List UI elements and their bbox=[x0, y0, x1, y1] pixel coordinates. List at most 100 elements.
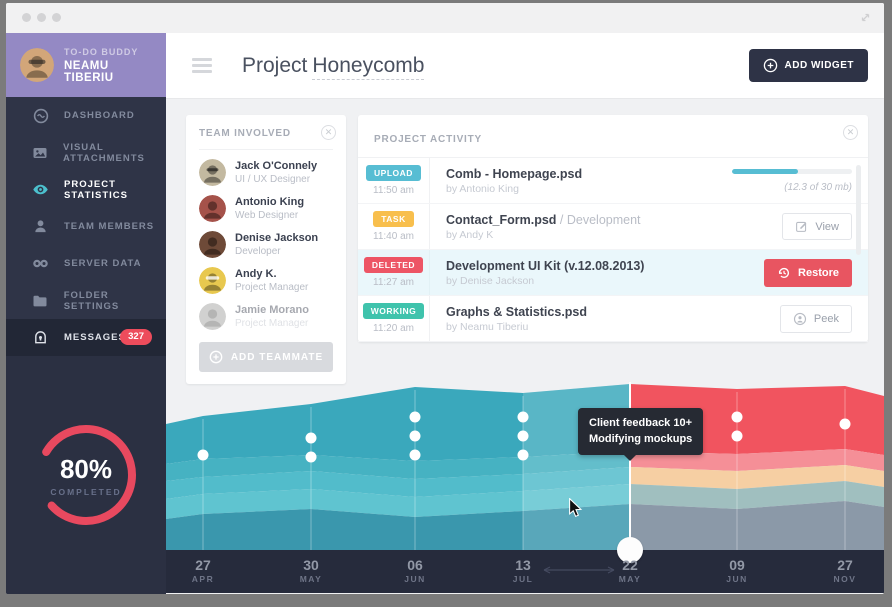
close-icon[interactable]: ✕ bbox=[321, 125, 336, 140]
progress-ring-arc bbox=[36, 425, 136, 525]
sidebar-item-dashboard[interactable]: DASHBOARD bbox=[6, 97, 166, 134]
member-role: Developer bbox=[235, 246, 281, 257]
member-role: Project Manager bbox=[235, 282, 309, 293]
sidebar-item-label: TEAM MEMBERS bbox=[64, 221, 155, 232]
table-row[interactable]: DELETED 11:27 am Development UI Kit (v.1… bbox=[358, 250, 868, 296]
sidebar-item-project-statistics[interactable]: PROJECT STATISTICS bbox=[6, 171, 166, 208]
window-controls[interactable] bbox=[22, 13, 61, 22]
activity-time: 11:27 am bbox=[373, 277, 414, 288]
activity-author: by Denise Jackson bbox=[446, 274, 535, 287]
activity-time: 11:50 am bbox=[373, 185, 414, 196]
sidebar-item-folder-settings[interactable]: FOLDER SETTINGS bbox=[6, 282, 166, 319]
view-button[interactable]: View bbox=[782, 213, 852, 240]
list-item[interactable]: Antonio King Web Designer bbox=[199, 195, 333, 222]
member-role: UI / UX Designer bbox=[235, 174, 311, 185]
sidebar-item-label: PROJECT STATISTICS bbox=[64, 178, 129, 201]
status-badge: WORKING bbox=[362, 303, 425, 319]
sidebar-item-label: VISUAL ATTACHMENTS bbox=[63, 141, 145, 164]
user-icon bbox=[32, 218, 49, 235]
view-button-label: View bbox=[815, 220, 839, 233]
axis-date: 09 JUN bbox=[726, 557, 748, 584]
activity-title: Contact_Form.psd bbox=[446, 212, 557, 227]
history-icon bbox=[778, 267, 790, 278]
sidebar-item-team-members[interactable]: TEAM MEMBERS bbox=[6, 208, 166, 245]
sidebar-item-label: SERVER DATA bbox=[64, 258, 142, 269]
member-name: Antonio King bbox=[235, 196, 305, 208]
tooltip-line-2: Modifying mockups bbox=[589, 433, 693, 445]
avatar bbox=[199, 267, 226, 294]
scrollbar[interactable] bbox=[856, 165, 861, 255]
add-teammate-button[interactable]: ADD TEAMMATE bbox=[199, 342, 333, 372]
range-arrow-icon bbox=[540, 562, 618, 580]
add-widget-label: ADD WIDGET bbox=[784, 60, 854, 71]
completion-percent: 80% bbox=[59, 453, 113, 484]
edit-icon bbox=[796, 221, 807, 232]
list-item[interactable]: Andy K. Project Manager bbox=[199, 267, 333, 294]
status-badge: UPLOAD bbox=[366, 165, 421, 181]
peek-user-icon bbox=[793, 312, 807, 325]
sidebar-item-messages[interactable]: MESSAGES 327 bbox=[6, 319, 166, 356]
activity-title-suffix: / Development bbox=[556, 212, 641, 227]
upload-progress-fill bbox=[732, 168, 798, 174]
avatar bbox=[199, 159, 226, 186]
page-header: Project Honeycomb ADD WIDGET bbox=[166, 33, 884, 99]
axis-date: 27 NOV bbox=[833, 557, 857, 584]
activity-title: Comb - Homepage.psd bbox=[446, 166, 583, 181]
sidebar-item-server-data[interactable]: SERVER DATA bbox=[6, 245, 166, 282]
close-icon[interactable]: ✕ bbox=[843, 125, 858, 140]
activity-author: by Neamu Tiberiu bbox=[446, 320, 529, 333]
peek-button[interactable]: Peek bbox=[779, 304, 852, 333]
activity-author: by Antonio King bbox=[446, 182, 519, 195]
eye-icon bbox=[32, 181, 49, 198]
member-role: Project Manager bbox=[235, 318, 309, 329]
app-label: TO-DO BUDDY bbox=[64, 46, 139, 57]
member-name: Jack O'Connely bbox=[235, 160, 318, 172]
stacked-area-chart[interactable] bbox=[166, 360, 884, 550]
axis-date: 30 MAY bbox=[299, 557, 323, 584]
avatar bbox=[199, 195, 226, 222]
activity-author: by Andy K bbox=[446, 228, 494, 241]
resize-icon[interactable] bbox=[859, 11, 872, 29]
peek-button-label: Peek bbox=[813, 312, 839, 325]
member-name: Denise Jackson bbox=[235, 232, 319, 244]
axis-date: 13 JUL bbox=[512, 557, 534, 584]
member-role: Web Designer bbox=[235, 210, 299, 221]
plus-circle-icon bbox=[763, 58, 777, 73]
sidebar-item-visual-attachments[interactable]: VISUAL ATTACHMENTS bbox=[6, 134, 166, 171]
team-involved-card: ✕ TEAM INVOLVED Jack O'Connely UI / UX De… bbox=[186, 115, 346, 384]
axis-date: 06 JUN bbox=[404, 557, 426, 584]
avatar bbox=[199, 231, 226, 258]
sidebar-item-label: MESSAGES bbox=[64, 332, 126, 343]
table-row[interactable]: TASK 11:40 am Contact_Form.psd / Develop… bbox=[358, 204, 868, 250]
table-row[interactable]: UPLOAD 11:50 am Comb - Homepage.psd by A… bbox=[358, 158, 868, 204]
upload-progress bbox=[732, 168, 852, 174]
menu-icon[interactable] bbox=[192, 58, 212, 73]
list-item[interactable]: Jamie Morano Project Manager bbox=[199, 303, 333, 330]
status-badge: DELETED bbox=[363, 257, 424, 273]
add-widget-button[interactable]: ADD WIDGET bbox=[748, 49, 868, 82]
upload-progress-note: (12.3 of 30 mb) bbox=[784, 181, 852, 193]
avatar bbox=[20, 48, 54, 82]
table-row[interactable]: WORKING 11:20 am Graphs & Statistics.psd… bbox=[358, 296, 868, 342]
image-icon bbox=[32, 144, 48, 161]
infinity-icon bbox=[32, 255, 49, 272]
mouse-cursor bbox=[568, 497, 583, 523]
timeline-axis: 27 APR 30 MAY 06 JUN 13 JUL 22 MAY 09 JUN 27 NO… bbox=[166, 537, 884, 593]
sidebar-nav: DASHBOARD VISUAL ATTACHMENTS PROJECT STA… bbox=[6, 97, 166, 356]
member-name: Andy K. bbox=[235, 268, 277, 280]
status-badge: TASK bbox=[373, 211, 414, 227]
dashboard-icon bbox=[32, 107, 49, 124]
timeline-handle[interactable] bbox=[617, 537, 643, 563]
timeline-chart[interactable]: Client feedback 10+ Modifying mockups bbox=[166, 360, 884, 550]
chart-tooltip: Client feedback 10+ Modifying mockups bbox=[578, 408, 704, 461]
profile-header[interactable]: TO-DO BUDDY NEAMU TIBERIU bbox=[6, 33, 166, 97]
activity-time: 11:40 am bbox=[373, 231, 414, 242]
window-titlebar bbox=[6, 3, 884, 33]
team-card-title: TEAM INVOLVED bbox=[199, 128, 333, 150]
messages-count-badge: 327 bbox=[120, 329, 152, 345]
plus-circle-icon bbox=[209, 350, 223, 364]
page-title-project-name[interactable]: Honeycomb bbox=[312, 53, 425, 80]
restore-button[interactable]: Restore bbox=[764, 258, 852, 287]
list-item[interactable]: Denise Jackson Developer bbox=[199, 231, 333, 258]
list-item[interactable]: Jack O'Connely UI / UX Designer bbox=[199, 159, 333, 186]
